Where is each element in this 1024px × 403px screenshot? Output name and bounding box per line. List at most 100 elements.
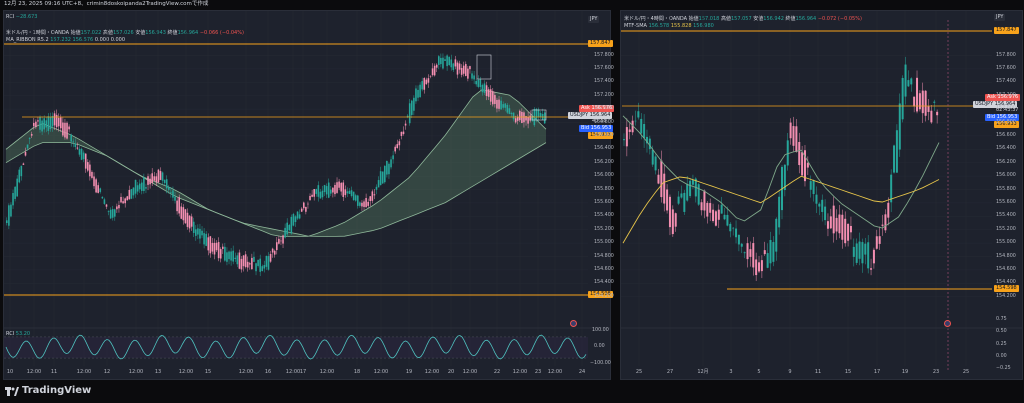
- left-price-tick: 155.600: [594, 199, 614, 205]
- left-grid: [4, 11, 588, 366]
- right-sub-axis-tick: 0.50: [996, 329, 1007, 335]
- left-price-tick: 154.600: [594, 266, 614, 272]
- right-mtf-header[interactable]: MTF-SMA 156.578 155.828 156.980: [624, 23, 714, 29]
- right-price-tick: 157.400: [996, 79, 1016, 85]
- right-currency-tag[interactable]: JPY: [994, 14, 1006, 21]
- left-time-tick: 11: [50, 369, 58, 375]
- left-price-tick: 157.200: [594, 92, 614, 98]
- left-time-tick: 12:00: [424, 369, 440, 375]
- right-price-tick: 155.800: [996, 186, 1016, 192]
- right-time-tick: 15: [844, 369, 852, 375]
- left-time-tick: 19: [405, 369, 413, 375]
- left-highlight-box-top: [476, 54, 492, 80]
- right-flag-icon[interactable]: [944, 320, 951, 327]
- left-orange-price-tag: 156.933: [588, 132, 613, 139]
- left-rci-axis-mid: 0.00: [594, 344, 605, 349]
- right-sma-green: [622, 115, 940, 229]
- left-time-tick: 12: [103, 369, 111, 375]
- right-price-tick: 154.600: [996, 266, 1016, 272]
- right-time-tick: 12月: [697, 369, 709, 375]
- right-grid: [621, 11, 992, 366]
- right-price-tick: 155.200: [996, 226, 1016, 232]
- left-top-line-label: 157.847: [588, 40, 613, 47]
- left-time-tick: 18: [353, 369, 361, 375]
- left-time-tick: 12:00: [76, 369, 92, 375]
- right-sub-axis-tick: −0.25: [996, 366, 1011, 372]
- left-ask-tag: Ask 156.976: [579, 105, 615, 112]
- left-price-tick: 157.000: [594, 106, 614, 112]
- right-price-tick: 154.800: [996, 253, 1016, 259]
- right-symbol-name: 米ドル/円・4時間・OANDA: [624, 16, 688, 22]
- left-rci-sub-header[interactable]: RCI 53.20: [6, 331, 31, 337]
- left-countdown: 43:38: [592, 118, 607, 124]
- left-chart-pane[interactable]: RCI −28.673 米ドル/円・1時間・OANDA 始値157.022 高値…: [3, 10, 611, 380]
- right-price-tick: 157.000: [996, 106, 1016, 112]
- left-candles: [6, 53, 546, 277]
- left-symbol-header[interactable]: 米ドル/円・1時間・OANDA 始値157.022 高値157.026 安値15…: [6, 30, 244, 36]
- left-time-tick: 24: [578, 369, 586, 375]
- right-price-tick: 156.400: [996, 146, 1016, 152]
- left-time-tick: 16: [264, 369, 272, 375]
- left-time-tick: 17: [299, 369, 307, 375]
- right-sma-yellow: [622, 175, 940, 244]
- right-top-line-label: 157.847: [994, 27, 1019, 34]
- left-time-tick: 20: [447, 369, 455, 375]
- left-time-tick: 22: [493, 369, 501, 375]
- left-time-tick: 12:00: [319, 369, 335, 375]
- footer: TradingView: [0, 380, 1024, 403]
- left-flag-icon[interactable]: [570, 320, 577, 327]
- right-time-tick: 9: [788, 369, 792, 375]
- left-price-tick: 156.000: [594, 173, 614, 179]
- brand-name: TradingView: [22, 385, 92, 396]
- right-price-tick: 155.400: [996, 213, 1016, 219]
- left-price-tick: 156.800: [594, 119, 614, 125]
- right-time-tick: 17: [873, 369, 881, 375]
- right-price-tick: 154.200: [996, 293, 1016, 299]
- chart-timestamp-bar: 12月 23, 2025 09:16 UTC+8、crimin8doskoipa…: [4, 1, 209, 7]
- left-time-tick: 12:00: [285, 369, 301, 375]
- left-rci-axis-bottom: −100.00: [590, 361, 611, 366]
- right-price-tick: 157.600: [996, 65, 1016, 71]
- left-price-tick: 156.400: [594, 146, 614, 152]
- right-sub-axis-tick: 0.00: [996, 353, 1007, 359]
- right-price-tick: 156.000: [996, 173, 1016, 179]
- right-orange-price-tag: 156.933: [994, 121, 1019, 128]
- right-price-tick: 156.600: [996, 132, 1016, 138]
- right-time-tick: 25: [635, 369, 643, 375]
- right-symbol-header[interactable]: 米ドル/円・4時間・OANDA 始値157.018 高値157.057 安値15…: [624, 16, 862, 22]
- left-time-tick: 13: [154, 369, 162, 375]
- left-price-tick: 154.400: [594, 280, 614, 286]
- left-ribbon-header[interactable]: MA_RIBBON R5.2 157.232 156.576 0.000 0.0…: [6, 37, 126, 43]
- right-time-tick: 3: [729, 369, 733, 375]
- right-time-tick: 25: [962, 369, 970, 375]
- right-price-tick: 156.200: [996, 159, 1016, 165]
- right-price-tick: 154.400: [996, 280, 1016, 286]
- right-time-tick: 27: [666, 369, 674, 375]
- left-highlight-box-current: [531, 109, 547, 121]
- right-time-tick: 5: [757, 369, 761, 375]
- left-currency-tag[interactable]: JPY: [588, 16, 600, 23]
- right-bid-tag: Bid 156.953: [985, 114, 1020, 121]
- right-time-tick: 23: [932, 369, 940, 375]
- left-time-tick: 12:00: [238, 369, 254, 375]
- left-price-tick: 157.400: [594, 79, 614, 85]
- right-countdown: 02:43:37: [996, 107, 1019, 113]
- left-last-price-tag: USDJPY 156.964: [568, 112, 613, 119]
- left-price-tick: 157.600: [594, 65, 614, 71]
- left-price-tick: 154.200: [594, 293, 614, 299]
- left-price-tick: 155.400: [594, 213, 614, 219]
- right-last-price-tag: USDJPY 156.964: [973, 101, 1018, 108]
- left-time-tick: 10: [6, 369, 14, 375]
- right-price-tick: 157.200: [996, 92, 1016, 98]
- left-time-tick: 12:00: [178, 369, 194, 375]
- left-quote-tags: Ask 156.976: [579, 105, 615, 112]
- right-time-tick: 19: [901, 369, 909, 375]
- right-sub-axis-tick: 0.75: [996, 317, 1007, 322]
- left-rci-line: [5, 334, 587, 360]
- left-rci-value: −28.673: [15, 14, 38, 20]
- left-rci-axis-top: 100.00: [592, 328, 609, 333]
- left-price-tick: 155.800: [594, 186, 614, 192]
- left-price-tick: 156.200: [594, 159, 614, 165]
- tradingview-logo-icon: [5, 387, 19, 396]
